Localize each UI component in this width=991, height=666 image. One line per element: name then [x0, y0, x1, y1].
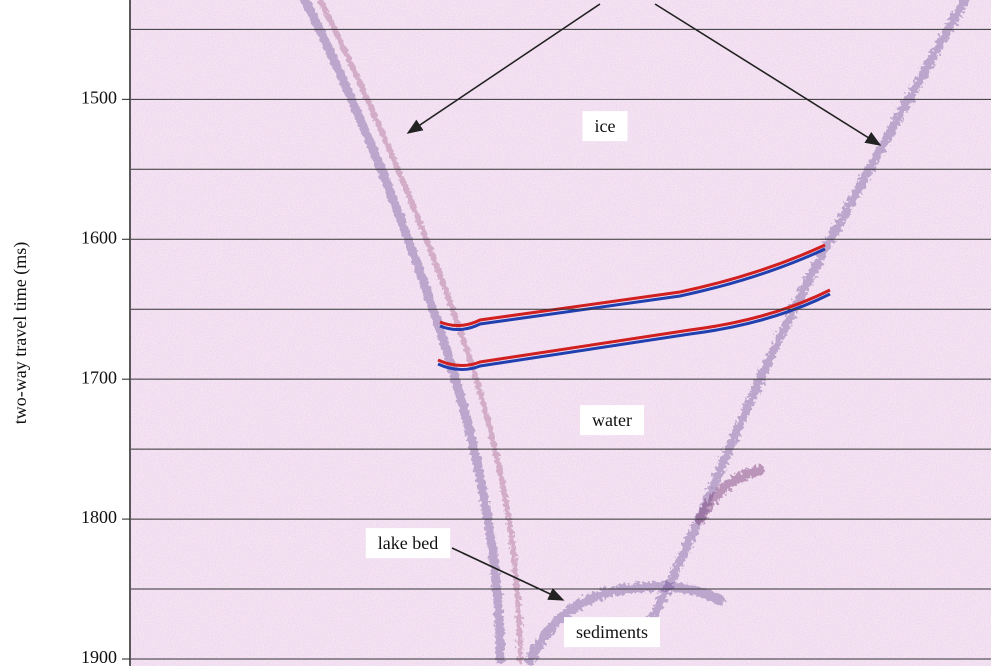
annotation: water [592, 410, 632, 430]
annotation: lake bed [378, 533, 438, 553]
y-tick-label: 1800 [81, 507, 117, 527]
y-axis-label: two-way travel time (ms) [10, 242, 31, 424]
y-tick-label: 1600 [81, 227, 117, 247]
chart: two-way travel time (ms) 1500 1600 1700 180… [0, 0, 991, 666]
y-tick-label: 1500 [81, 87, 117, 107]
seismic-image [131, 0, 991, 666]
annotation: ice [595, 116, 616, 136]
y-tick-label: 1700 [81, 367, 117, 387]
annotation: sediments [576, 622, 648, 642]
y-tick-label: 1900 [81, 647, 117, 666]
